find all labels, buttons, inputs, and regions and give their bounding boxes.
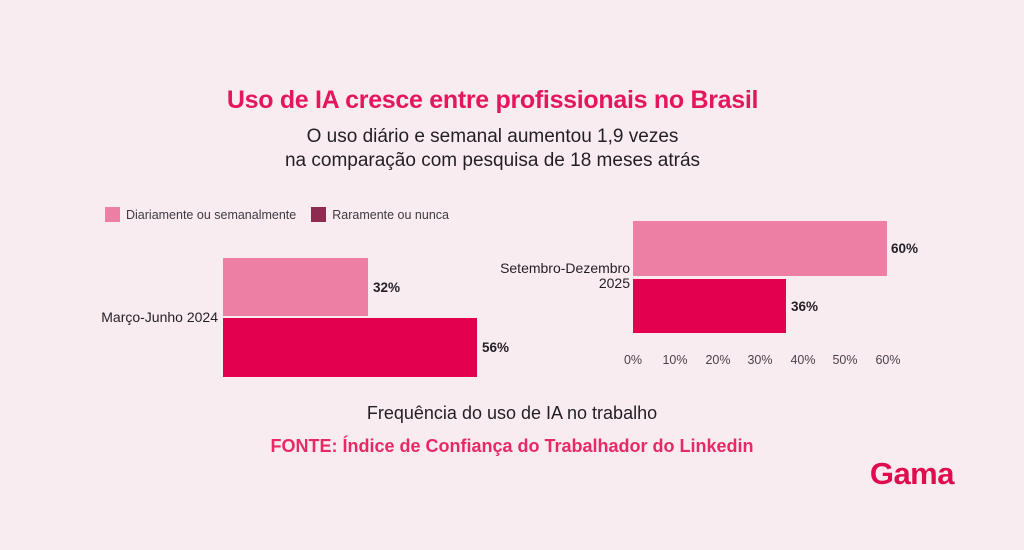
- value-label-2025-rarely: 36%: [791, 298, 819, 314]
- bar-2024-rarely-never: [223, 318, 477, 377]
- header: Uso de IA cresce entre profissionais no …: [0, 86, 985, 173]
- legend-label-daily-weekly: Diariamente ou semanalmente: [126, 207, 297, 222]
- x-axis: 0% 10% 20% 30% 40% 50% 60%: [480, 353, 980, 369]
- value-label-2024-rarely: 56%: [482, 340, 510, 355]
- x-tick-0: 0%: [623, 353, 643, 367]
- x-tick-30: 30%: [747, 353, 773, 367]
- bar-2025-rarely-never: [633, 279, 786, 333]
- page-title: Uso de IA cresce entre profissionais no …: [226, 86, 759, 114]
- x-tick-60: 60%: [875, 353, 901, 367]
- legend-label-rarely-never: Raramente ou nunca: [332, 207, 449, 222]
- subtitle-line-2: na comparação com pesquisa de 18 meses a…: [284, 150, 701, 171]
- category-label-2025-line2: 2025: [598, 275, 630, 291]
- chart-caption: Frequência do uso de IA no trabalho: [366, 403, 658, 423]
- legend-item-rarely-never: Raramente ou nunca: [311, 207, 449, 222]
- gama-logo: Gama: [869, 456, 955, 491]
- subtitle-line-1: O uso diário e semanal aumentou 1,9 veze…: [306, 126, 679, 147]
- category-label-2025: Setembro-Dezembro 2025: [480, 261, 630, 291]
- x-tick-40: 40%: [790, 353, 816, 367]
- x-tick-20: 20%: [705, 353, 731, 367]
- chart-marco-junho-2024: Março-Junho 2024 32% 56%: [60, 250, 520, 385]
- legend-item-daily-weekly: Diariamente ou semanalmente: [105, 207, 296, 222]
- legend-swatch-pink: [105, 207, 120, 222]
- legend-swatch-maroon: [311, 207, 327, 222]
- category-label-2024: Março-Junho 2024: [101, 309, 218, 325]
- value-label-2025-daily: 60%: [891, 241, 919, 256]
- bar-2025-daily-weekly: [633, 221, 887, 276]
- subtitle: O uso diário e semanal aumentou 1,9 veze…: [0, 125, 985, 173]
- value-label-2024-daily: 32%: [373, 279, 401, 295]
- x-tick-50: 50%: [832, 353, 858, 367]
- bar-2024-daily-weekly: [223, 258, 368, 316]
- source-credit: FONTE: Índice de Confiança do Trabalhado…: [270, 436, 754, 456]
- x-tick-10: 10%: [662, 353, 688, 367]
- chart-setembro-dezembro-2025: Setembro-Dezembro 2025 60% 36% 0% 10% 20…: [480, 205, 980, 375]
- chart-legend: Diariamente ou semanalmente Raramente ou…: [105, 207, 449, 222]
- category-label-2025-line1: Setembro-Dezembro: [500, 260, 630, 276]
